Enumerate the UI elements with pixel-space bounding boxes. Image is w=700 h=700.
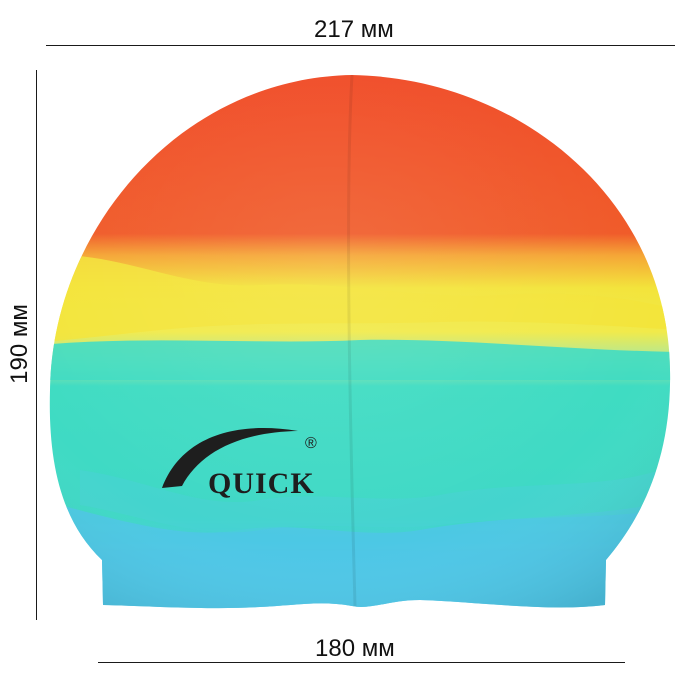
base-dimension-label: 180 мм	[315, 635, 395, 662]
width-dimension-line	[46, 45, 675, 46]
width-dimension-label: 217 мм	[314, 16, 394, 43]
brand-logo-text: QUICK	[208, 467, 315, 500]
base-dimension-line	[98, 662, 625, 663]
registered-trademark-mark: ®	[305, 435, 317, 452]
brand-swoosh-icon	[162, 428, 298, 488]
height-dimension-line	[36, 70, 37, 620]
swim-cap-body	[49, 75, 671, 609]
